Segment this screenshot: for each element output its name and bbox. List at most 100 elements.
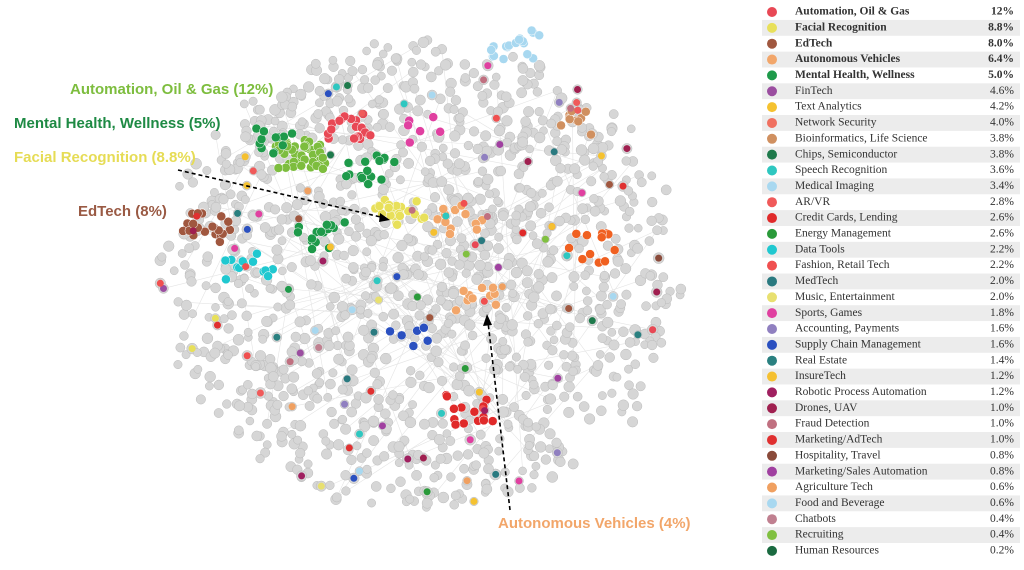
node [529, 232, 537, 240]
colored-node [295, 215, 302, 222]
node [583, 296, 592, 305]
colored-node [481, 154, 488, 161]
node [373, 123, 381, 131]
colored-node [459, 286, 468, 295]
node [344, 227, 353, 236]
node [618, 400, 629, 411]
node [617, 299, 626, 308]
colored-node [257, 389, 264, 396]
node [372, 60, 382, 70]
node [214, 380, 224, 390]
node [647, 340, 657, 350]
node [334, 74, 344, 84]
node [499, 337, 507, 345]
legend-value: 0.6% [990, 481, 1014, 493]
colored-node [375, 156, 384, 165]
colored-node [234, 210, 241, 217]
node [408, 400, 416, 408]
node [277, 431, 287, 441]
node [615, 196, 626, 207]
node [598, 391, 606, 399]
node [543, 405, 552, 414]
colored-node [377, 175, 386, 184]
node [475, 260, 486, 271]
node [279, 365, 288, 374]
colored-node [344, 82, 351, 89]
swatch [767, 229, 777, 239]
node [482, 484, 492, 494]
colored-node [479, 416, 488, 425]
node [363, 248, 371, 256]
swatch [767, 23, 777, 33]
colored-node [278, 141, 287, 150]
node [371, 481, 381, 491]
colored-node [190, 227, 197, 234]
node [415, 371, 424, 380]
colored-node [379, 422, 386, 429]
node [345, 95, 353, 103]
legend-name: Chatbots [795, 513, 836, 525]
node [316, 378, 324, 386]
node [278, 237, 286, 245]
colored-node [409, 207, 416, 214]
swatch [767, 55, 777, 65]
legend-value: 1.4% [990, 354, 1014, 366]
colored-node [297, 350, 304, 357]
annotation: EdTech (8%) [78, 203, 167, 220]
legend-name: Accounting, Payments [795, 323, 900, 335]
legend-name: Credit Cards, Lending [795, 212, 898, 224]
colored-node [634, 331, 641, 338]
node [457, 234, 466, 243]
legend-name: Recruiting [795, 529, 844, 541]
colored-node [578, 255, 587, 264]
colored-node [370, 329, 377, 336]
colored-node [317, 227, 326, 236]
node [552, 438, 562, 448]
node [322, 437, 330, 445]
colored-node [157, 280, 164, 287]
node [425, 156, 435, 166]
node [598, 334, 607, 343]
node [657, 298, 666, 307]
node [547, 471, 558, 482]
node [385, 122, 394, 131]
legend-value: 2.2% [990, 259, 1014, 271]
node [516, 183, 525, 192]
node [538, 116, 547, 125]
node [305, 401, 314, 410]
node [288, 372, 299, 383]
node [459, 464, 468, 473]
colored-node [250, 167, 257, 174]
node [434, 434, 445, 445]
legend-name: Hospitality, Travel [795, 449, 881, 461]
node [247, 389, 257, 399]
node [436, 296, 445, 305]
colored-node [252, 249, 261, 258]
node [233, 334, 244, 345]
legend-name: Marketing/AdTech [795, 434, 883, 446]
node [502, 303, 511, 312]
swatch [767, 403, 777, 413]
node [534, 319, 543, 328]
colored-node [481, 298, 488, 305]
colored-node [419, 323, 428, 332]
legend-value: 3.6% [990, 164, 1014, 176]
swatch [767, 292, 777, 302]
node [398, 270, 408, 280]
legend-name: Text Analytics [795, 101, 862, 113]
node [180, 260, 189, 269]
legend-name: Real Estate [795, 354, 847, 366]
node [380, 353, 391, 364]
node [295, 420, 306, 431]
colored-node [429, 113, 438, 122]
colored-node [350, 475, 357, 482]
colored-node [449, 404, 458, 413]
node [609, 109, 618, 118]
node [341, 311, 350, 320]
node [210, 188, 218, 196]
node [532, 239, 542, 249]
node [525, 202, 535, 212]
node [274, 303, 282, 311]
node [618, 327, 628, 337]
node [345, 56, 355, 66]
